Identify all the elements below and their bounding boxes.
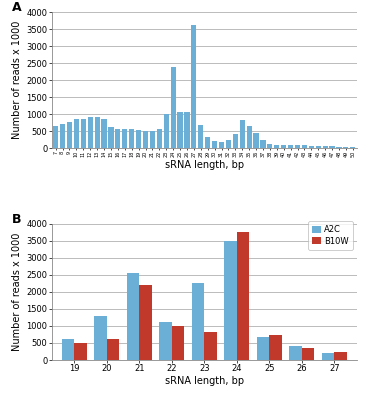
Bar xyxy=(267,144,272,148)
Bar xyxy=(334,352,347,360)
Bar xyxy=(281,145,286,148)
Bar xyxy=(107,339,119,360)
Text: B: B xyxy=(12,213,21,226)
Bar xyxy=(53,126,58,148)
X-axis label: sRNA length, bp: sRNA length, bp xyxy=(164,376,244,386)
X-axis label: sRNA length, bp: sRNA length, bp xyxy=(164,160,244,170)
Bar xyxy=(192,282,204,360)
Bar xyxy=(74,343,86,360)
Bar xyxy=(172,326,184,360)
Bar xyxy=(198,125,204,148)
Bar xyxy=(302,146,307,148)
Bar xyxy=(240,120,245,148)
Bar xyxy=(329,146,335,148)
Y-axis label: Number of reads x 1000: Number of reads x 1000 xyxy=(12,21,22,140)
Bar xyxy=(261,140,266,148)
Bar xyxy=(226,140,231,148)
Legend: A2C, B10W: A2C, B10W xyxy=(308,221,353,250)
Bar xyxy=(88,117,93,148)
Bar xyxy=(204,332,217,360)
Bar xyxy=(219,142,224,148)
Bar xyxy=(62,339,74,360)
Bar xyxy=(257,337,269,360)
Bar xyxy=(288,146,293,148)
Bar xyxy=(254,133,259,148)
Bar xyxy=(67,122,72,148)
Bar xyxy=(295,145,300,148)
Y-axis label: Number of reads x 1000: Number of reads x 1000 xyxy=(12,232,22,351)
Bar xyxy=(157,129,162,148)
Bar xyxy=(115,129,120,148)
Bar xyxy=(289,346,302,360)
Bar xyxy=(233,134,238,148)
Bar xyxy=(129,129,134,148)
Bar xyxy=(108,127,114,148)
Bar xyxy=(336,147,342,148)
Bar xyxy=(269,336,282,360)
Bar xyxy=(177,112,183,148)
Bar xyxy=(143,131,148,148)
Bar xyxy=(247,126,252,148)
Bar xyxy=(139,285,152,360)
Bar xyxy=(302,348,314,360)
Bar xyxy=(150,131,155,148)
Bar xyxy=(127,273,139,360)
Bar xyxy=(74,119,79,148)
Bar xyxy=(95,117,100,148)
Bar xyxy=(102,120,107,148)
Bar xyxy=(212,141,217,148)
Bar xyxy=(164,114,169,148)
Bar xyxy=(184,112,190,148)
Bar xyxy=(136,130,141,148)
Bar xyxy=(309,146,314,148)
Bar xyxy=(170,67,176,148)
Bar xyxy=(316,146,321,148)
Bar xyxy=(60,124,65,148)
Bar xyxy=(122,129,127,148)
Bar xyxy=(159,322,172,360)
Bar xyxy=(224,240,237,360)
Bar xyxy=(237,232,249,360)
Bar xyxy=(81,119,86,148)
Bar xyxy=(323,146,328,148)
Text: A: A xyxy=(12,1,21,14)
Bar xyxy=(95,316,107,360)
Bar xyxy=(191,25,197,148)
Bar xyxy=(322,353,334,360)
Bar xyxy=(274,145,279,148)
Bar xyxy=(343,147,348,148)
Bar xyxy=(205,136,210,148)
